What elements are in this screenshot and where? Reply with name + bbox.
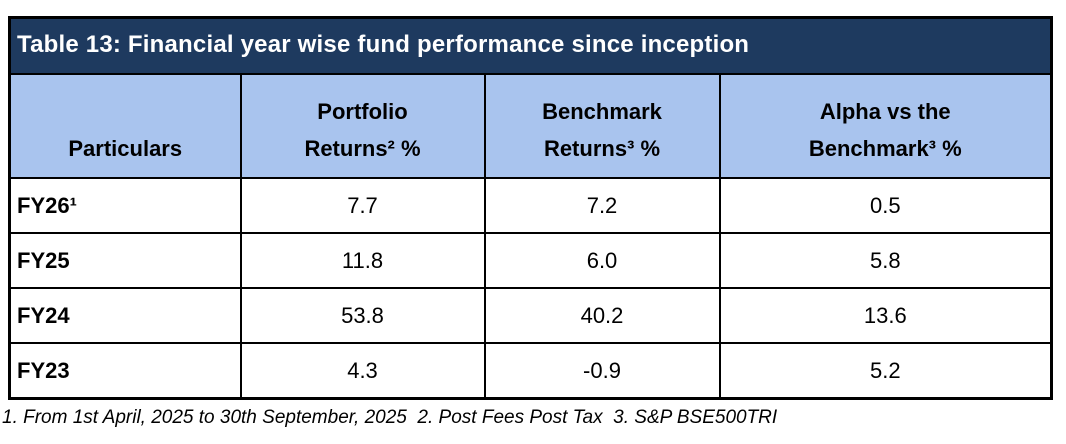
table-row-fy24: FY24 53.8 40.2 13.6	[8, 287, 1053, 344]
alpha-value: 13.6	[718, 287, 1053, 344]
portfolio-returns-value: 11.8	[239, 232, 486, 289]
row-label: FY24	[8, 287, 242, 344]
header-line-1: Benchmark	[542, 99, 662, 124]
column-header-benchmark-returns: Benchmark Returns³ %	[483, 73, 721, 179]
row-label: FY25	[8, 232, 242, 289]
benchmark-returns-value: 7.2	[483, 177, 721, 234]
alpha-value: 0.5	[718, 177, 1053, 234]
table-row-fy23: FY23 4.3 -0.9 5.2	[8, 342, 1053, 400]
fund-performance-table: Table 13: Financial year wise fund perfo…	[8, 16, 1054, 400]
portfolio-returns-value: 7.7	[239, 177, 486, 234]
header-line-2: Returns² %	[304, 136, 421, 161]
benchmark-returns-value: -0.9	[483, 342, 721, 400]
fund-performance-table-container: Table 13: Financial year wise fund perfo…	[8, 16, 1054, 400]
header-line-1: Portfolio	[317, 99, 408, 124]
row-label: FY26¹	[8, 177, 242, 234]
header-line-1: Alpha vs the	[819, 99, 951, 124]
table-row-fy26: FY26¹ 7.7 7.2 0.5	[8, 177, 1053, 234]
portfolio-returns-value: 53.8	[239, 287, 486, 344]
column-header-alpha: Alpha vs the Benchmark³ %	[718, 73, 1053, 179]
column-header-row: Particulars Portfolio Returns² % Benchma…	[8, 73, 1053, 179]
title-row: Table 13: Financial year wise fund perfo…	[8, 16, 1053, 75]
footnote: 1. From 1st April, 2025 to 30th Septembe…	[2, 407, 778, 428]
alpha-value: 5.2	[718, 342, 1053, 400]
header-line-2: Benchmark³ %	[808, 136, 962, 161]
table-title: Table 13: Financial year wise fund perfo…	[8, 16, 1053, 75]
header-line-2: Particulars	[68, 136, 183, 161]
column-header-portfolio-returns: Portfolio Returns² %	[239, 73, 486, 179]
alpha-value: 5.8	[718, 232, 1053, 289]
row-label: FY23	[8, 342, 242, 400]
portfolio-returns-value: 4.3	[239, 342, 486, 400]
column-header-particulars: Particulars	[8, 73, 242, 179]
benchmark-returns-value: 6.0	[483, 232, 721, 289]
header-line-2: Returns³ %	[543, 136, 661, 161]
table-row-fy25: FY25 11.8 6.0 5.8	[8, 232, 1053, 289]
benchmark-returns-value: 40.2	[483, 287, 721, 344]
